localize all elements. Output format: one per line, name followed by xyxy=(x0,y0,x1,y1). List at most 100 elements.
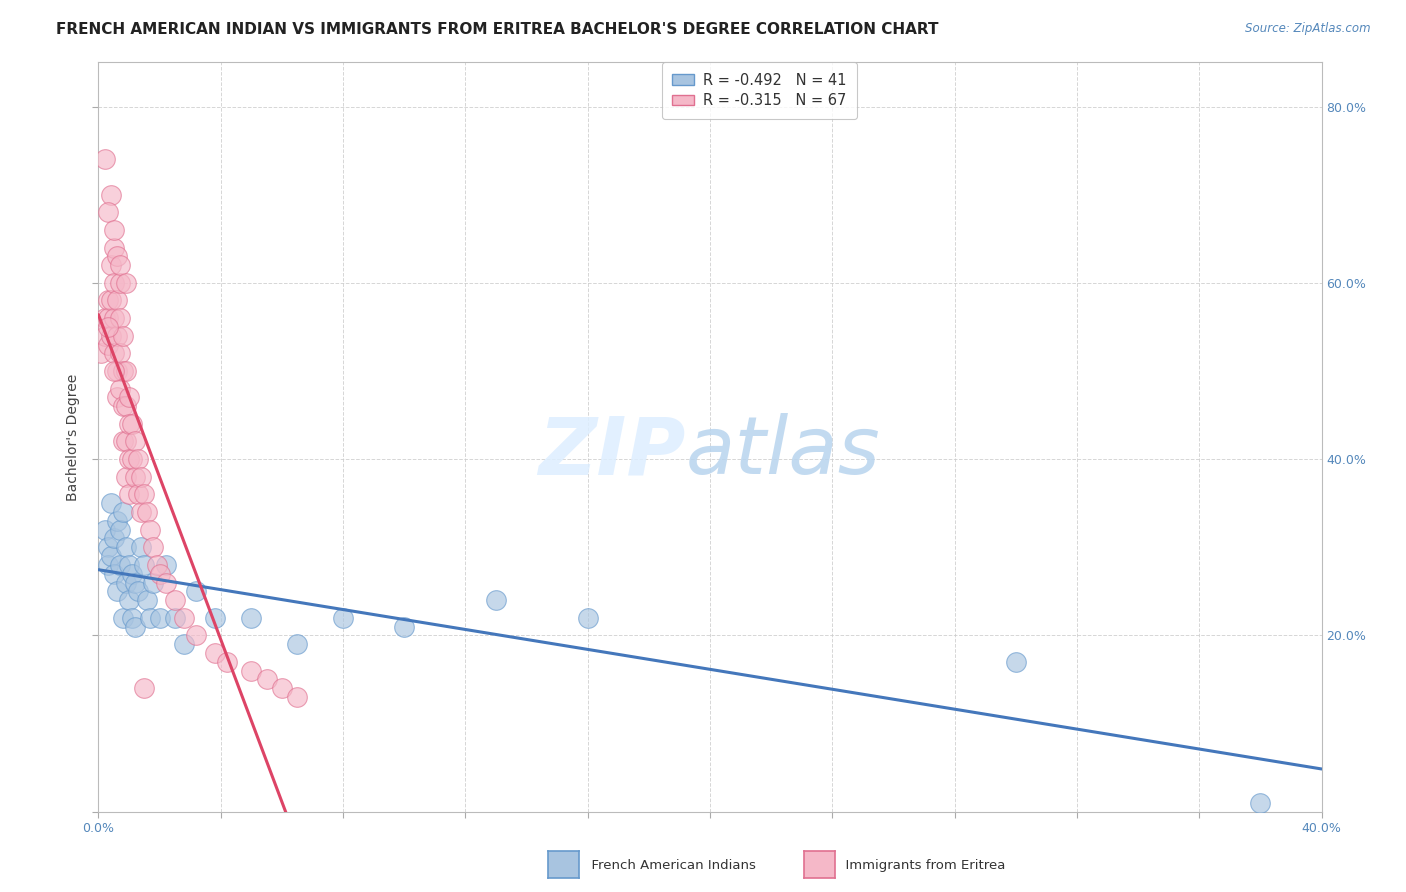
Point xyxy=(103,532,125,546)
Point xyxy=(285,690,308,705)
Point xyxy=(108,523,131,537)
Point xyxy=(97,558,120,572)
Point xyxy=(97,205,120,219)
Point xyxy=(111,364,134,378)
Point xyxy=(173,637,195,651)
Point xyxy=(93,311,115,326)
Point xyxy=(155,558,177,572)
Text: atlas: atlas xyxy=(686,413,880,491)
Point xyxy=(108,558,131,572)
Point xyxy=(139,611,162,625)
Point xyxy=(100,293,122,308)
Point xyxy=(256,673,278,687)
Point xyxy=(204,646,226,660)
Point xyxy=(97,311,120,326)
Point xyxy=(105,364,128,378)
Point xyxy=(90,346,112,360)
Point xyxy=(108,311,131,326)
Point xyxy=(1004,655,1026,669)
Point xyxy=(100,328,122,343)
Point xyxy=(215,655,238,669)
Point xyxy=(1249,796,1271,810)
Point xyxy=(111,611,134,625)
Point xyxy=(121,566,143,581)
Point xyxy=(124,469,146,483)
Point xyxy=(142,575,165,590)
Point xyxy=(118,593,141,607)
Point xyxy=(105,514,128,528)
Point xyxy=(139,523,162,537)
Point xyxy=(100,549,122,563)
Text: FRENCH AMERICAN INDIAN VS IMMIGRANTS FROM ERITREA BACHELOR'S DEGREE CORRELATION : FRENCH AMERICAN INDIAN VS IMMIGRANTS FRO… xyxy=(56,22,939,37)
Point xyxy=(108,258,131,272)
Point xyxy=(124,575,146,590)
Point xyxy=(145,558,167,572)
Point xyxy=(149,566,172,581)
Point xyxy=(121,611,143,625)
Point xyxy=(129,541,152,555)
Point xyxy=(97,541,120,555)
Point xyxy=(93,328,115,343)
Point xyxy=(115,541,138,555)
Point xyxy=(100,258,122,272)
Point xyxy=(186,628,208,642)
Point xyxy=(108,382,131,396)
Point xyxy=(103,311,125,326)
Point xyxy=(111,434,134,449)
Point xyxy=(136,505,159,519)
Text: ZIP: ZIP xyxy=(538,413,686,491)
Point xyxy=(100,187,122,202)
Point xyxy=(103,566,125,581)
Point xyxy=(240,611,263,625)
Point xyxy=(121,452,143,467)
Text: Immigrants from Eritrea: Immigrants from Eritrea xyxy=(837,859,1005,872)
Point xyxy=(105,293,128,308)
Point xyxy=(134,681,156,696)
Point xyxy=(105,584,128,599)
Point xyxy=(142,541,165,555)
Point xyxy=(332,611,354,625)
Point xyxy=(115,399,138,413)
Legend: R = -0.492   N = 41, R = -0.315   N = 67: R = -0.492 N = 41, R = -0.315 N = 67 xyxy=(662,62,856,119)
Point xyxy=(118,558,141,572)
Point xyxy=(576,611,599,625)
Point xyxy=(163,611,186,625)
Point xyxy=(93,153,115,167)
Point xyxy=(186,584,208,599)
Point xyxy=(127,487,149,501)
Point xyxy=(136,593,159,607)
Point xyxy=(163,593,186,607)
Point xyxy=(134,487,156,501)
Point xyxy=(93,523,115,537)
Point xyxy=(97,293,120,308)
Point xyxy=(111,399,134,413)
Point xyxy=(115,575,138,590)
Point xyxy=(204,611,226,625)
Y-axis label: Bachelor's Degree: Bachelor's Degree xyxy=(66,374,80,500)
Point xyxy=(485,593,508,607)
Point xyxy=(105,249,128,263)
Point xyxy=(118,391,141,405)
Point xyxy=(129,505,152,519)
Point xyxy=(173,611,195,625)
Point xyxy=(115,469,138,483)
Point xyxy=(124,434,146,449)
Point xyxy=(103,241,125,255)
Point xyxy=(115,364,138,378)
Point xyxy=(111,505,134,519)
Text: Source: ZipAtlas.com: Source: ZipAtlas.com xyxy=(1246,22,1371,36)
Point xyxy=(97,319,120,334)
Point xyxy=(108,276,131,290)
Point xyxy=(270,681,292,696)
Point xyxy=(134,558,156,572)
Point xyxy=(129,469,152,483)
Point xyxy=(97,337,120,351)
Point xyxy=(285,637,308,651)
Point xyxy=(392,619,416,633)
Text: French American Indians: French American Indians xyxy=(583,859,756,872)
Point xyxy=(111,328,134,343)
Point xyxy=(108,346,131,360)
Point xyxy=(103,276,125,290)
Point xyxy=(240,664,263,678)
Point xyxy=(105,328,128,343)
